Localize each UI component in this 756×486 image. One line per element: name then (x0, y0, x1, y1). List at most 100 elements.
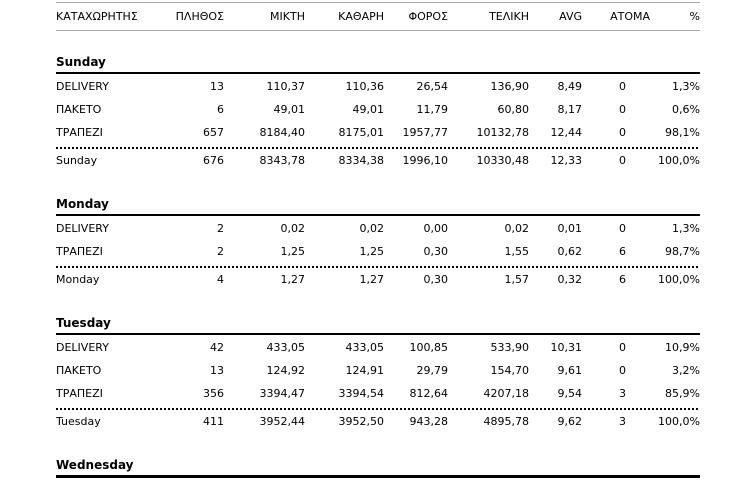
row-value: 8175,01 (338, 125, 385, 139)
section-rows (56, 478, 700, 479)
row-value: 100,0% (658, 154, 700, 168)
table-row: ΤΡΑΠΕΖΙ 2 1,25 1,25 0,30 1,55 0,62 6 98,7% (56, 240, 700, 263)
day-title-row: Wednesday (56, 458, 700, 478)
row-value: 110,37 (266, 79, 306, 93)
row-label: DELIVERY (56, 340, 109, 354)
dotted-divider (56, 266, 700, 268)
row-value: 4895,78 (483, 415, 530, 429)
row-value: 2 (217, 221, 224, 235)
row-value: 8184,40 (259, 125, 306, 139)
row-value: 8334,38 (338, 154, 385, 168)
row-value: 8,17 (557, 102, 583, 116)
row-value: 943,28 (409, 415, 449, 429)
row-value: 85,9% (665, 386, 700, 400)
row-value: 1957,77 (402, 125, 449, 139)
row-value: 0 (619, 363, 626, 377)
row-value: 1,25 (280, 244, 306, 258)
row-value: 0,30 (423, 273, 449, 287)
section-rows: DELIVERY 2 0,02 0,02 0,00 0,02 0,01 0 1,3% ΤΡΑΠΕΖ… (56, 216, 700, 292)
row-value: 0 (619, 154, 626, 168)
row-value: 0,00 (423, 221, 449, 235)
row-value: 3,2% (672, 363, 700, 377)
row-value: 1,3% (672, 79, 700, 93)
row-value: 6 (217, 102, 224, 116)
row-value: 12,33 (550, 154, 583, 168)
row-value: 2 (217, 244, 224, 258)
row-label: ΠΑΚΕΤΟ (56, 363, 102, 377)
day-total-row: Tuesday 411 3952,44 3952,50 943,28 4895,78 9,6… (56, 410, 700, 434)
row-value: 0,02 (359, 221, 385, 235)
row-label: ΤΡΑΠΕΖΙ (56, 244, 103, 258)
row-value: 0,32 (557, 273, 583, 287)
row-value: 1996,10 (402, 154, 449, 168)
row-value: 0,30 (423, 244, 449, 258)
daily-sales-report: ΚΑΤΑΧΩΡΗΤΗΣ ΠΛΗΘΟΣ ΜΙΚΤΗ ΚΑΘΑΡΗ ΦΟΡΟΣ ΤΕ… (56, 2, 700, 479)
report-sections: Sunday DELIVERY 13 110,37 110,36 26,54 136,90… (56, 55, 700, 479)
row-value: 356 (203, 386, 224, 400)
row-value: 1,27 (359, 273, 385, 287)
day-title: Wednesday (56, 458, 134, 472)
row-value: 12,44 (550, 125, 583, 139)
section-rows: DELIVERY 42 433,05 433,05 100,85 533,90 10,31 0… (56, 335, 700, 434)
row-value: 49,01 (352, 102, 385, 116)
row-value: 60,80 (497, 102, 530, 116)
day-title-row: Sunday (56, 55, 700, 74)
column-header-avg: AVG (559, 9, 582, 23)
table-header-row: ΚΑΤΑΧΩΡΗΤΗΣ ΠΛΗΘΟΣ ΜΙΚΤΗ ΚΑΘΑΡΗ ΦΟΡΟΣ ΤΕ… (56, 2, 700, 31)
row-value: 154,70 (490, 363, 530, 377)
row-value: 9,62 (557, 415, 583, 429)
column-header-tax: ΦΟΡΟΣ (408, 9, 448, 23)
day-section: Wednesday (56, 458, 700, 479)
row-value: 0 (619, 125, 626, 139)
table-row: ΠΑΚΕΤΟ 6 49,01 49,01 11,79 60,80 8,17 0 0,6% (56, 98, 700, 121)
row-value: 3 (619, 386, 626, 400)
row-label: ΠΑΚΕΤΟ (56, 102, 102, 116)
table-row: ΤΡΑΠΕΖΙ 356 3394,47 3394,54 812,64 4207,18 9,5… (56, 382, 700, 405)
row-value: 1,55 (504, 244, 530, 258)
row-value: 100,85 (409, 340, 449, 354)
row-value: 98,1% (665, 125, 700, 139)
row-value: 812,64 (409, 386, 449, 400)
row-value: 411 (203, 415, 224, 429)
row-value: 124,91 (345, 363, 385, 377)
row-value: 3 (619, 415, 626, 429)
row-value: 110,36 (345, 79, 385, 93)
row-value: 3952,44 (259, 415, 306, 429)
row-value: 433,05 (345, 340, 385, 354)
section-rows: DELIVERY 13 110,37 110,36 26,54 136,90 8,49 0 1,… (56, 74, 700, 173)
row-value: 6 (619, 273, 626, 287)
row-value: 0 (619, 102, 626, 116)
row-value: 3952,50 (338, 415, 385, 429)
row-value: 0 (619, 340, 626, 354)
row-value: 657 (203, 125, 224, 139)
row-value: 0,01 (557, 221, 583, 235)
row-value: 10132,78 (476, 125, 530, 139)
row-value: 1,25 (359, 244, 385, 258)
row-value: 1,57 (504, 273, 530, 287)
row-value: 9,54 (557, 386, 583, 400)
row-value: 1,3% (672, 221, 700, 235)
row-value: 13 (210, 79, 224, 93)
row-value: 10,31 (550, 340, 583, 354)
row-value: 0,6% (672, 102, 700, 116)
row-value: 0,02 (504, 221, 530, 235)
row-value: 0,62 (557, 244, 583, 258)
row-value: 136,90 (490, 79, 530, 93)
row-value: 533,90 (490, 340, 530, 354)
row-label: DELIVERY (56, 221, 109, 235)
row-label: DELIVERY (56, 79, 109, 93)
day-title: Sunday (56, 55, 106, 69)
row-value: 9,61 (557, 363, 583, 377)
column-header-percent: % (689, 9, 700, 23)
day-title-row: Monday (56, 197, 700, 216)
row-value: 13 (210, 363, 224, 377)
day-title: Monday (56, 197, 109, 211)
row-value: 0 (619, 221, 626, 235)
column-header-registrar: ΚΑΤΑΧΩΡΗΤΗΣ (56, 9, 138, 23)
row-value: 49,01 (273, 102, 306, 116)
row-value: 8,49 (557, 79, 583, 93)
row-label: Sunday (56, 154, 98, 168)
row-value: 3394,47 (259, 386, 306, 400)
dotted-divider (56, 408, 700, 410)
row-value: 10,9% (665, 340, 700, 354)
